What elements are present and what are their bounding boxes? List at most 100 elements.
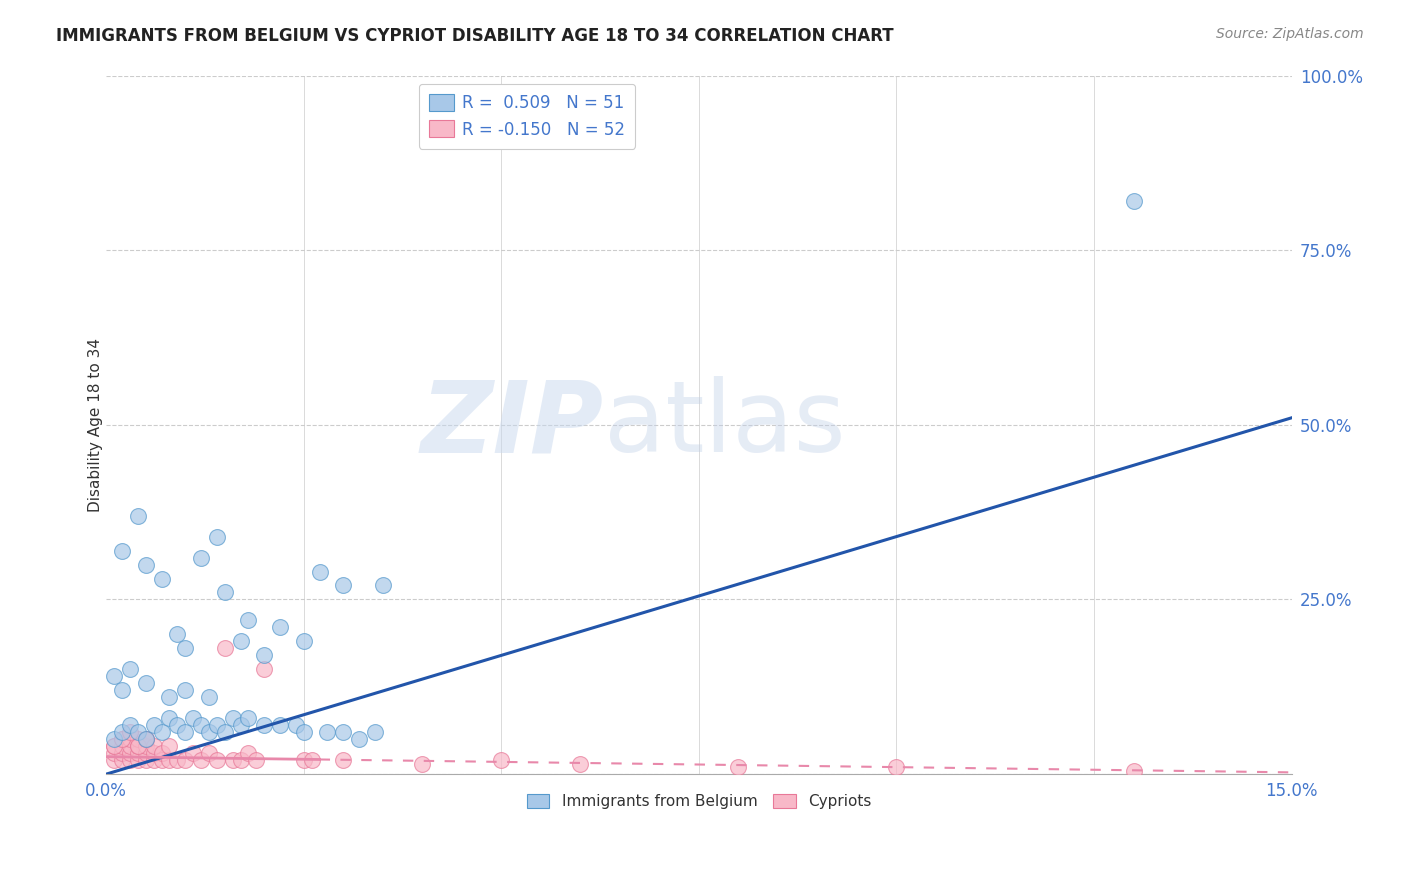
Point [198, 690, 221, 705]
Point [229, 753, 252, 767]
Point [253, 648, 276, 663]
Point [135, 746, 157, 760]
Text: Source: ZipAtlas.com: Source: ZipAtlas.com [1216, 27, 1364, 41]
Point [1122, 764, 1144, 778]
Point [103, 746, 125, 760]
Point [214, 725, 236, 739]
Point [181, 746, 204, 760]
Point [135, 732, 157, 747]
Point [174, 683, 197, 698]
Point [269, 620, 291, 634]
Point [1122, 194, 1144, 209]
Point [159, 739, 181, 754]
Point [221, 753, 243, 767]
Point [118, 732, 141, 747]
Point [190, 753, 212, 767]
Point [150, 725, 173, 739]
Point [238, 711, 260, 725]
Point [118, 725, 141, 739]
Point [135, 732, 157, 747]
Point [569, 756, 592, 771]
Legend: Immigrants from Belgium, Cypriots: Immigrants from Belgium, Cypriots [520, 789, 877, 815]
Point [269, 718, 291, 732]
Point [135, 676, 157, 690]
Point [292, 725, 315, 739]
Text: IMMIGRANTS FROM BELGIUM VS CYPRIOT DISABILITY AGE 18 TO 34 CORRELATION CHART: IMMIGRANTS FROM BELGIUM VS CYPRIOT DISAB… [56, 27, 894, 45]
Point [229, 634, 252, 648]
Point [103, 739, 125, 754]
Point [245, 753, 267, 767]
Point [292, 753, 315, 767]
Point [142, 718, 165, 732]
Point [205, 718, 228, 732]
Point [253, 718, 276, 732]
Point [111, 725, 134, 739]
Point [159, 711, 181, 725]
Point [118, 662, 141, 676]
Point [198, 725, 221, 739]
Point [166, 718, 188, 732]
Point [411, 756, 433, 771]
Point [364, 725, 387, 739]
Point [118, 746, 141, 760]
Point [174, 753, 197, 767]
Point [118, 739, 141, 754]
Point [142, 746, 165, 760]
Point [190, 718, 212, 732]
Point [205, 530, 228, 544]
Point [127, 508, 149, 523]
Point [142, 739, 165, 754]
Point [174, 641, 197, 656]
Point [174, 725, 197, 739]
Point [332, 725, 354, 739]
Point [491, 753, 513, 767]
Point [181, 711, 204, 725]
Point [135, 558, 157, 572]
Point [111, 753, 134, 767]
Point [332, 578, 354, 592]
Point [150, 572, 173, 586]
Point [135, 753, 157, 767]
Point [347, 732, 370, 747]
Point [886, 760, 908, 774]
Point [135, 732, 157, 747]
Point [127, 725, 149, 739]
Point [238, 746, 260, 760]
Point [214, 641, 236, 656]
Point [316, 725, 339, 739]
Point [301, 753, 323, 767]
Point [308, 565, 330, 579]
Point [127, 753, 149, 767]
Point [253, 662, 276, 676]
Point [292, 634, 315, 648]
Text: ZIP: ZIP [420, 376, 605, 474]
Point [238, 614, 260, 628]
Point [118, 753, 141, 767]
Point [205, 753, 228, 767]
Point [159, 690, 181, 705]
Point [150, 753, 173, 767]
Point [111, 543, 134, 558]
Point [118, 718, 141, 732]
Point [142, 753, 165, 767]
Point [111, 746, 134, 760]
Point [727, 760, 749, 774]
Point [111, 732, 134, 747]
Point [214, 585, 236, 599]
Point [198, 746, 221, 760]
Point [103, 669, 125, 683]
Point [150, 746, 173, 760]
Point [111, 683, 134, 698]
Text: atlas: atlas [605, 376, 845, 474]
Point [166, 753, 188, 767]
Point [284, 718, 307, 732]
Y-axis label: Disability Age 18 to 34: Disability Age 18 to 34 [87, 338, 103, 512]
Point [332, 753, 354, 767]
Point [111, 732, 134, 747]
Point [103, 753, 125, 767]
Point [111, 739, 134, 754]
Point [221, 711, 243, 725]
Point [103, 732, 125, 747]
Point [127, 732, 149, 747]
Point [190, 550, 212, 565]
